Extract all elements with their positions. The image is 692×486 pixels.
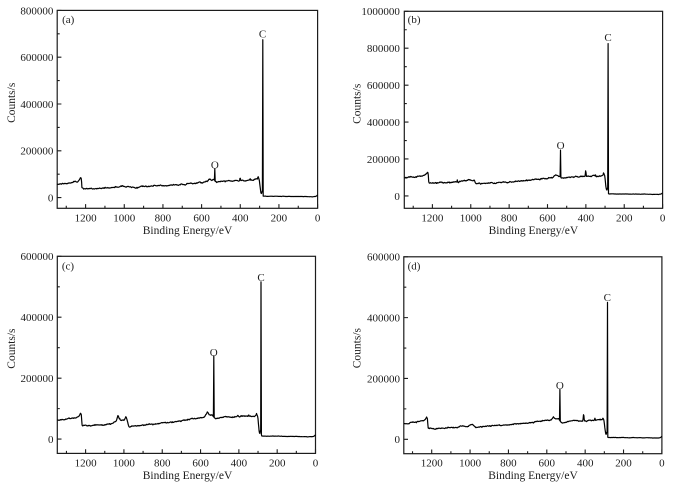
svg-text:1200: 1200 [421,457,444,469]
svg-text:Counts/s: Counts/s [6,82,18,123]
svg-text:0: 0 [395,434,401,446]
svg-text:O: O [211,160,219,172]
svg-text:Counts/s: Counts/s [6,328,18,369]
svg-text:(c): (c) [62,260,75,272]
svg-text:(a): (a) [62,14,75,26]
svg-text:Binding Energy/eV: Binding Energy/eV [488,470,578,482]
svg-text:200000: 200000 [367,373,401,385]
svg-text:O: O [210,347,218,359]
svg-text:1000: 1000 [460,212,483,224]
svg-text:600000: 600000 [21,251,55,263]
svg-text:600: 600 [539,457,556,469]
svg-text:800: 800 [155,212,172,224]
svg-text:C: C [257,272,264,284]
svg-text:1000: 1000 [459,457,482,469]
svg-text:C: C [604,292,611,304]
svg-text:Counts/s: Counts/s [352,327,364,368]
svg-text:400: 400 [232,212,249,224]
svg-text:800: 800 [154,457,171,469]
svg-text:C: C [259,29,266,41]
svg-text:200: 200 [616,212,633,224]
svg-text:(b): (b) [408,14,421,26]
svg-text:O: O [556,380,564,392]
svg-text:400: 400 [231,457,248,469]
svg-text:(d): (d) [408,260,421,272]
svg-text:600: 600 [539,212,556,224]
svg-text:0: 0 [313,457,319,469]
svg-text:0: 0 [48,193,54,205]
svg-text:1200: 1200 [75,457,98,469]
svg-text:600000: 600000 [20,52,54,64]
svg-text:400000: 400000 [367,313,401,325]
svg-text:1200: 1200 [421,212,444,224]
svg-text:0: 0 [659,457,665,469]
svg-text:1200: 1200 [75,212,98,224]
svg-text:1000: 1000 [113,212,136,224]
svg-text:1000000: 1000000 [361,6,400,18]
svg-text:O: O [557,140,565,152]
svg-text:200000: 200000 [367,154,401,166]
svg-text:200: 200 [269,457,286,469]
svg-text:200000: 200000 [20,146,54,158]
svg-text:600: 600 [192,457,209,469]
svg-text:400: 400 [577,457,594,469]
svg-text:0: 0 [394,191,400,203]
svg-text:0: 0 [48,434,54,446]
svg-text:Counts/s: Counts/s [351,83,363,124]
svg-text:600000: 600000 [367,80,401,92]
svg-text:200000: 200000 [21,373,55,385]
svg-text:800: 800 [500,457,517,469]
svg-text:Binding Energy/eV: Binding Energy/eV [143,225,233,237]
svg-text:0: 0 [315,212,321,224]
svg-text:200: 200 [271,212,288,224]
svg-text:Binding Energy/eV: Binding Energy/eV [489,225,579,237]
svg-text:200: 200 [615,457,632,469]
svg-text:400000: 400000 [367,117,401,129]
svg-text:0: 0 [660,212,666,224]
svg-text:C: C [604,32,611,44]
svg-text:1000: 1000 [113,457,136,469]
svg-text:600000: 600000 [367,252,401,264]
svg-text:400000: 400000 [20,99,54,111]
svg-text:800000: 800000 [20,5,54,17]
svg-text:800000: 800000 [367,43,401,55]
svg-text:Binding Energy/eV: Binding Energy/eV [143,470,233,482]
svg-text:600: 600 [193,212,210,224]
svg-text:400000: 400000 [21,312,55,324]
svg-text:800: 800 [501,212,518,224]
svg-text:400: 400 [578,212,595,224]
